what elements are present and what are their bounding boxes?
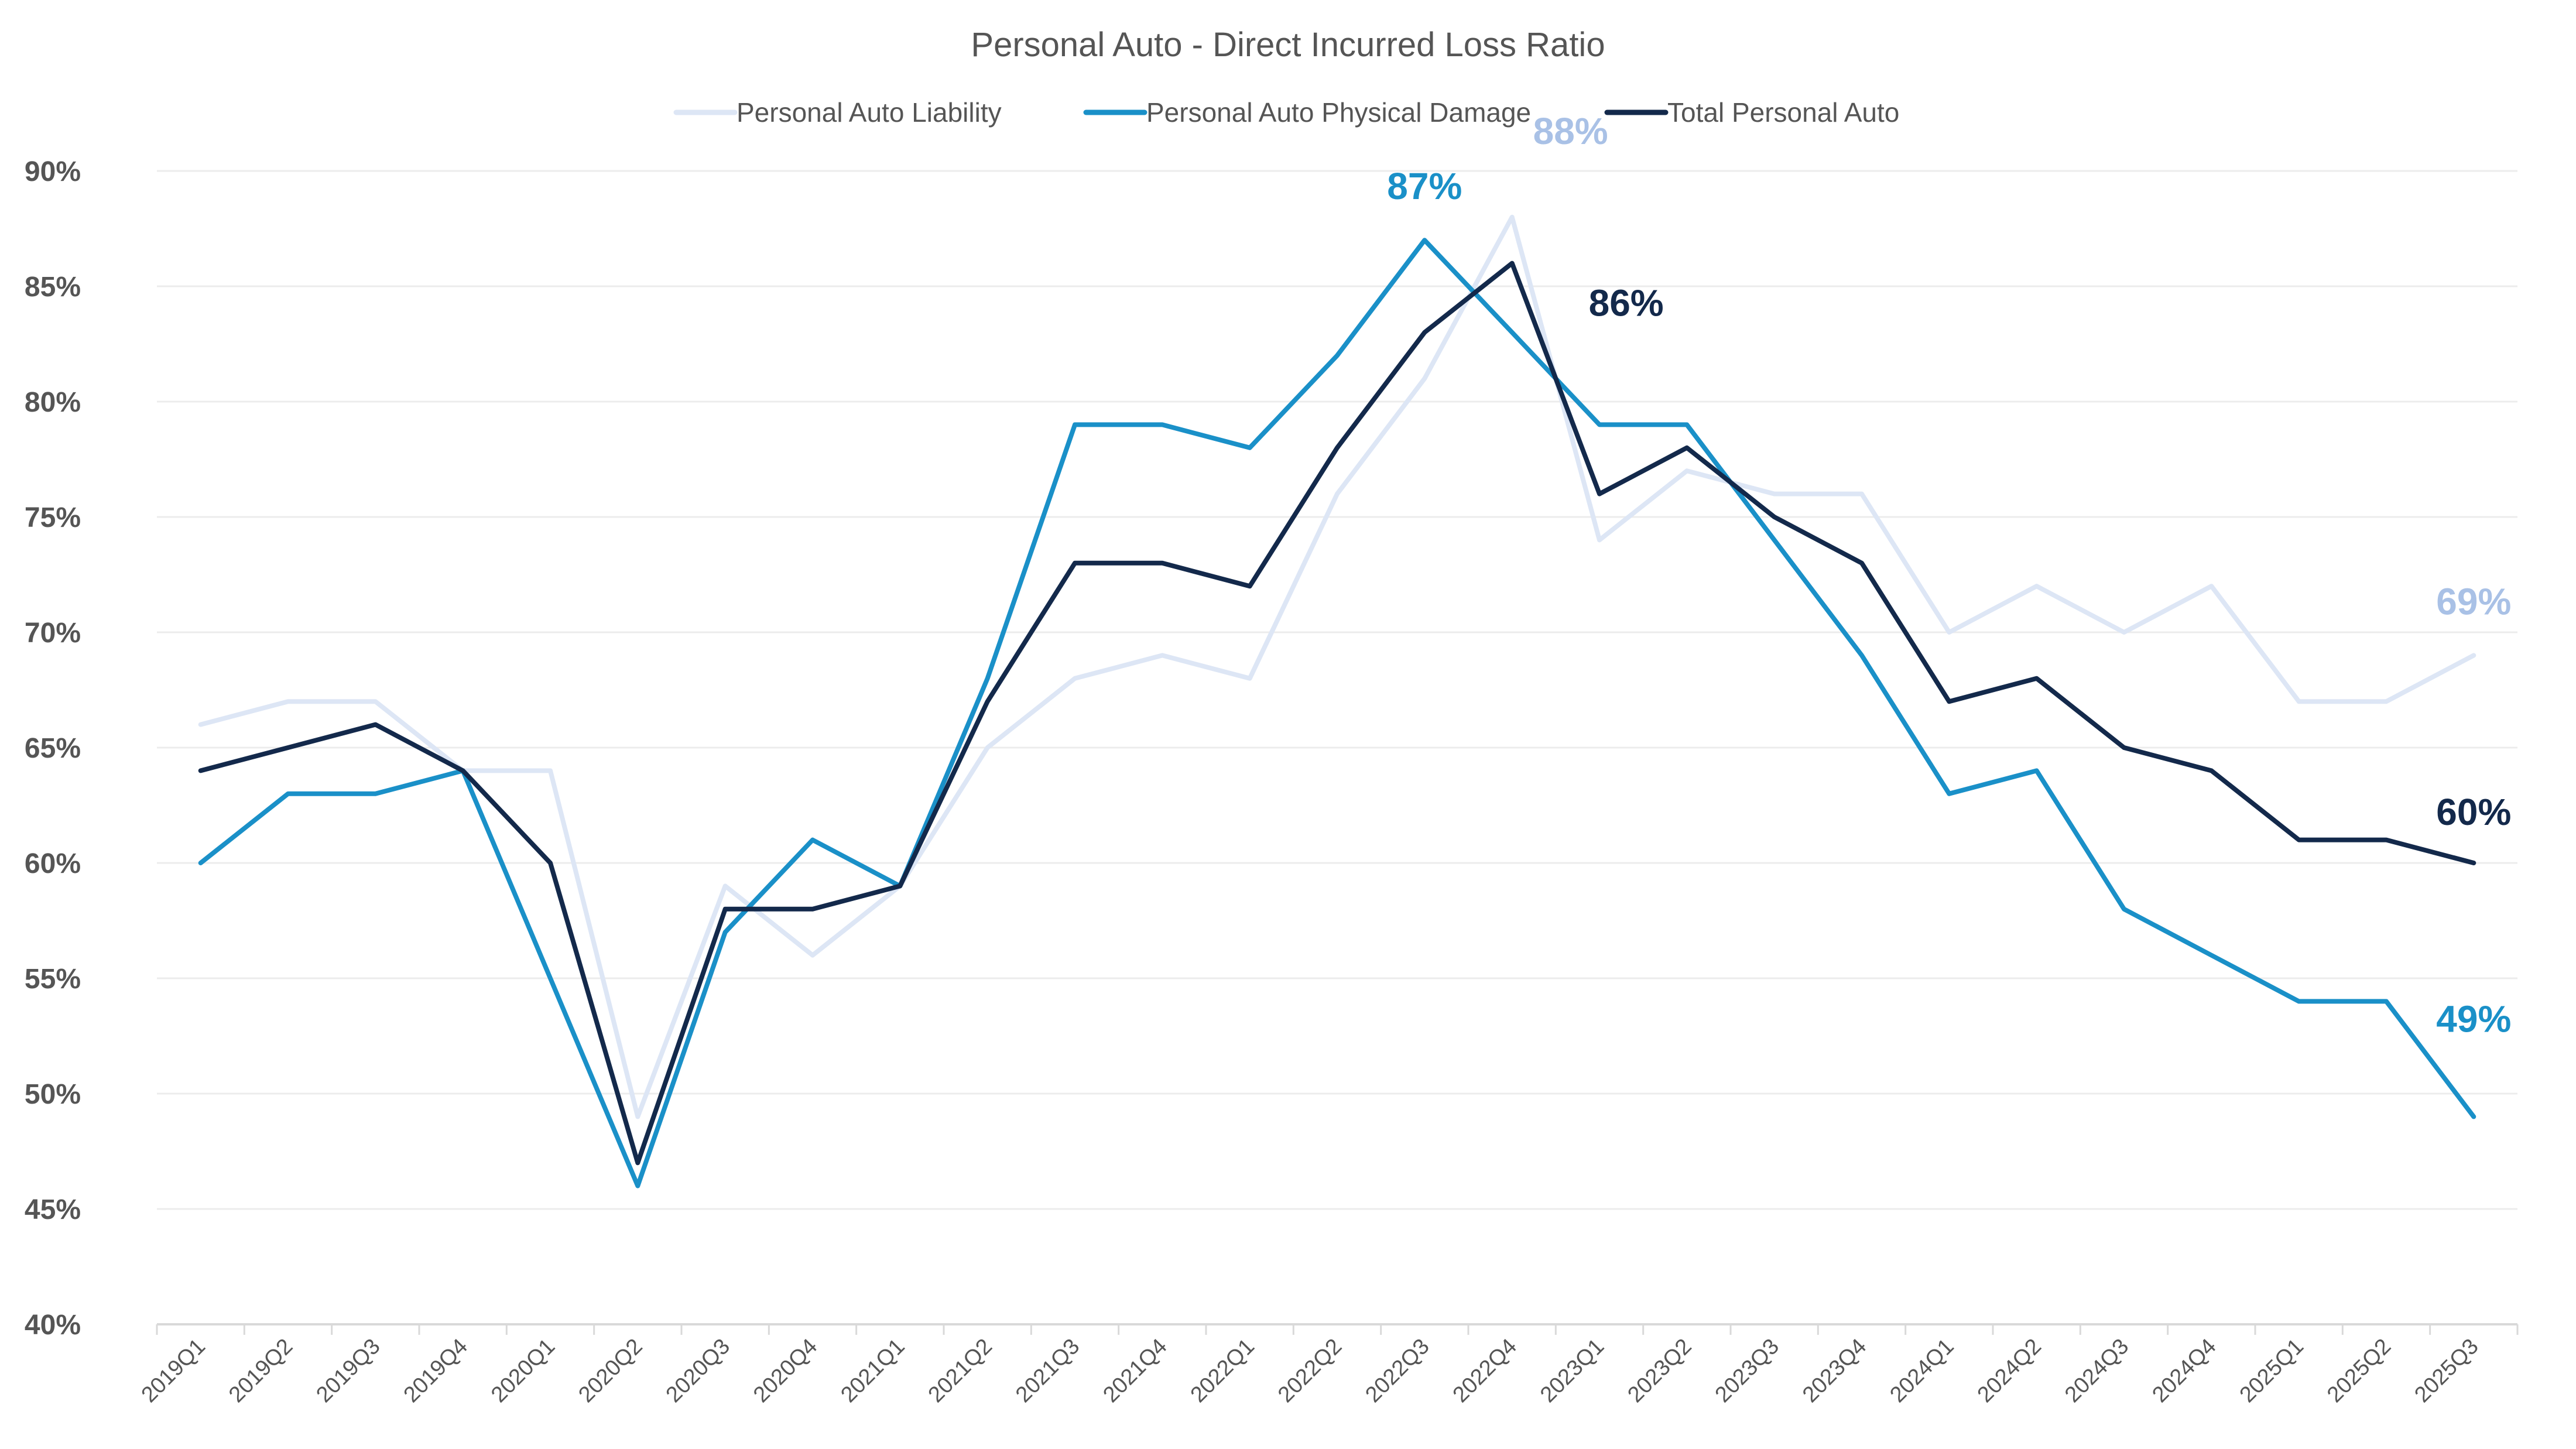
legend-label-total-personal-auto: Total Personal Auto: [1667, 97, 1899, 128]
x-tick-label: 2023Q4: [1798, 1334, 1871, 1407]
data-label-personal-auto-liability: 69%: [2436, 580, 2511, 622]
x-tick-label: 2019Q3: [311, 1334, 385, 1407]
x-tick-label: 2024Q1: [1885, 1334, 1958, 1407]
y-tick-label: 70%: [25, 618, 81, 649]
legend-label-personal-auto-liability: Personal Auto Liability: [737, 97, 1002, 128]
x-tick-label: 2023Q3: [1711, 1334, 1784, 1407]
data-label-total-personal-auto: 60%: [2436, 791, 2511, 833]
x-tick-label: 2019Q1: [137, 1334, 210, 1407]
legend-label-personal-auto-physical-damage: Personal Auto Physical Damage: [1146, 97, 1531, 128]
x-tick-label: 2022Q4: [1448, 1334, 1522, 1407]
data-label-personal-auto-physical-damage: 49%: [2436, 998, 2511, 1040]
x-tick-label: 2020Q4: [749, 1334, 822, 1407]
series-line-total-personal-auto: [198, 261, 2476, 1166]
data-label-total-personal-auto: 86%: [1589, 282, 1664, 324]
x-tick-label: 2025Q2: [2322, 1334, 2396, 1407]
x-tick-label: 2023Q2: [1623, 1334, 1696, 1407]
x-tick-label: 2024Q3: [2060, 1334, 2133, 1407]
data-label-personal-auto-liability: 88%: [1533, 110, 1608, 152]
x-tick-label: 2020Q3: [662, 1334, 735, 1407]
x-tick-label: 2020Q1: [487, 1334, 560, 1407]
x-tick-label: 2024Q4: [2147, 1334, 2221, 1407]
y-tick-label: 50%: [25, 1079, 81, 1110]
x-axis: 2019Q1 2019Q2 2019Q3 2019Q4 2020Q1 2020Q2 2020…: [137, 1324, 2519, 1407]
data-label-personal-auto-physical-damage: 87%: [1387, 165, 1462, 207]
x-tick-label: 2021Q1: [836, 1334, 909, 1407]
series-line-personal-auto-liability: [198, 214, 2476, 1119]
legend: Personal Auto Liability Personal Auto Phy…: [673, 97, 1899, 128]
series-lines: [198, 214, 2476, 1188]
x-tick-label: 2024Q2: [1973, 1334, 2046, 1407]
x-tick-label: 2022Q3: [1361, 1334, 1434, 1407]
gridlines: [157, 170, 2517, 1325]
x-tick-label: 2021Q3: [1011, 1334, 1084, 1407]
y-tick-label: 75%: [25, 502, 81, 533]
x-tick-label: 2022Q2: [1273, 1334, 1347, 1407]
x-tick-label: 2023Q1: [1536, 1334, 1609, 1407]
x-tick-label: 2020Q2: [574, 1334, 647, 1407]
y-tick-label: 90%: [25, 156, 81, 187]
series-line-personal-auto-physical-damage: [198, 238, 2476, 1188]
x-tick-label: 2021Q4: [1098, 1334, 1171, 1407]
data-labels: 88% 69% 87% 49% 86% 60%: [1387, 110, 2511, 1040]
y-tick-label: 40%: [25, 1310, 81, 1341]
y-tick-label: 80%: [25, 387, 81, 418]
y-tick-label: 60%: [25, 848, 81, 879]
chart-title: Personal Auto - Direct Incurred Loss Rat…: [971, 26, 1605, 64]
y-tick-label: 85%: [25, 272, 81, 303]
x-tick-label: 2022Q1: [1186, 1334, 1259, 1407]
y-tick-label: 65%: [25, 733, 81, 764]
y-axis: 40% 45% 50% 55% 60% 65% 70% 75% 80% 85% 90%: [25, 156, 81, 1341]
y-tick-label: 55%: [25, 964, 81, 995]
x-tick-label: 2021Q2: [924, 1334, 997, 1407]
x-tick-label: 2025Q1: [2235, 1334, 2308, 1407]
x-tick-label: 2025Q3: [2410, 1334, 2483, 1407]
x-tick-label: 2019Q2: [224, 1334, 297, 1407]
y-tick-label: 45%: [25, 1194, 81, 1225]
x-tick-label: 2019Q4: [399, 1334, 472, 1407]
